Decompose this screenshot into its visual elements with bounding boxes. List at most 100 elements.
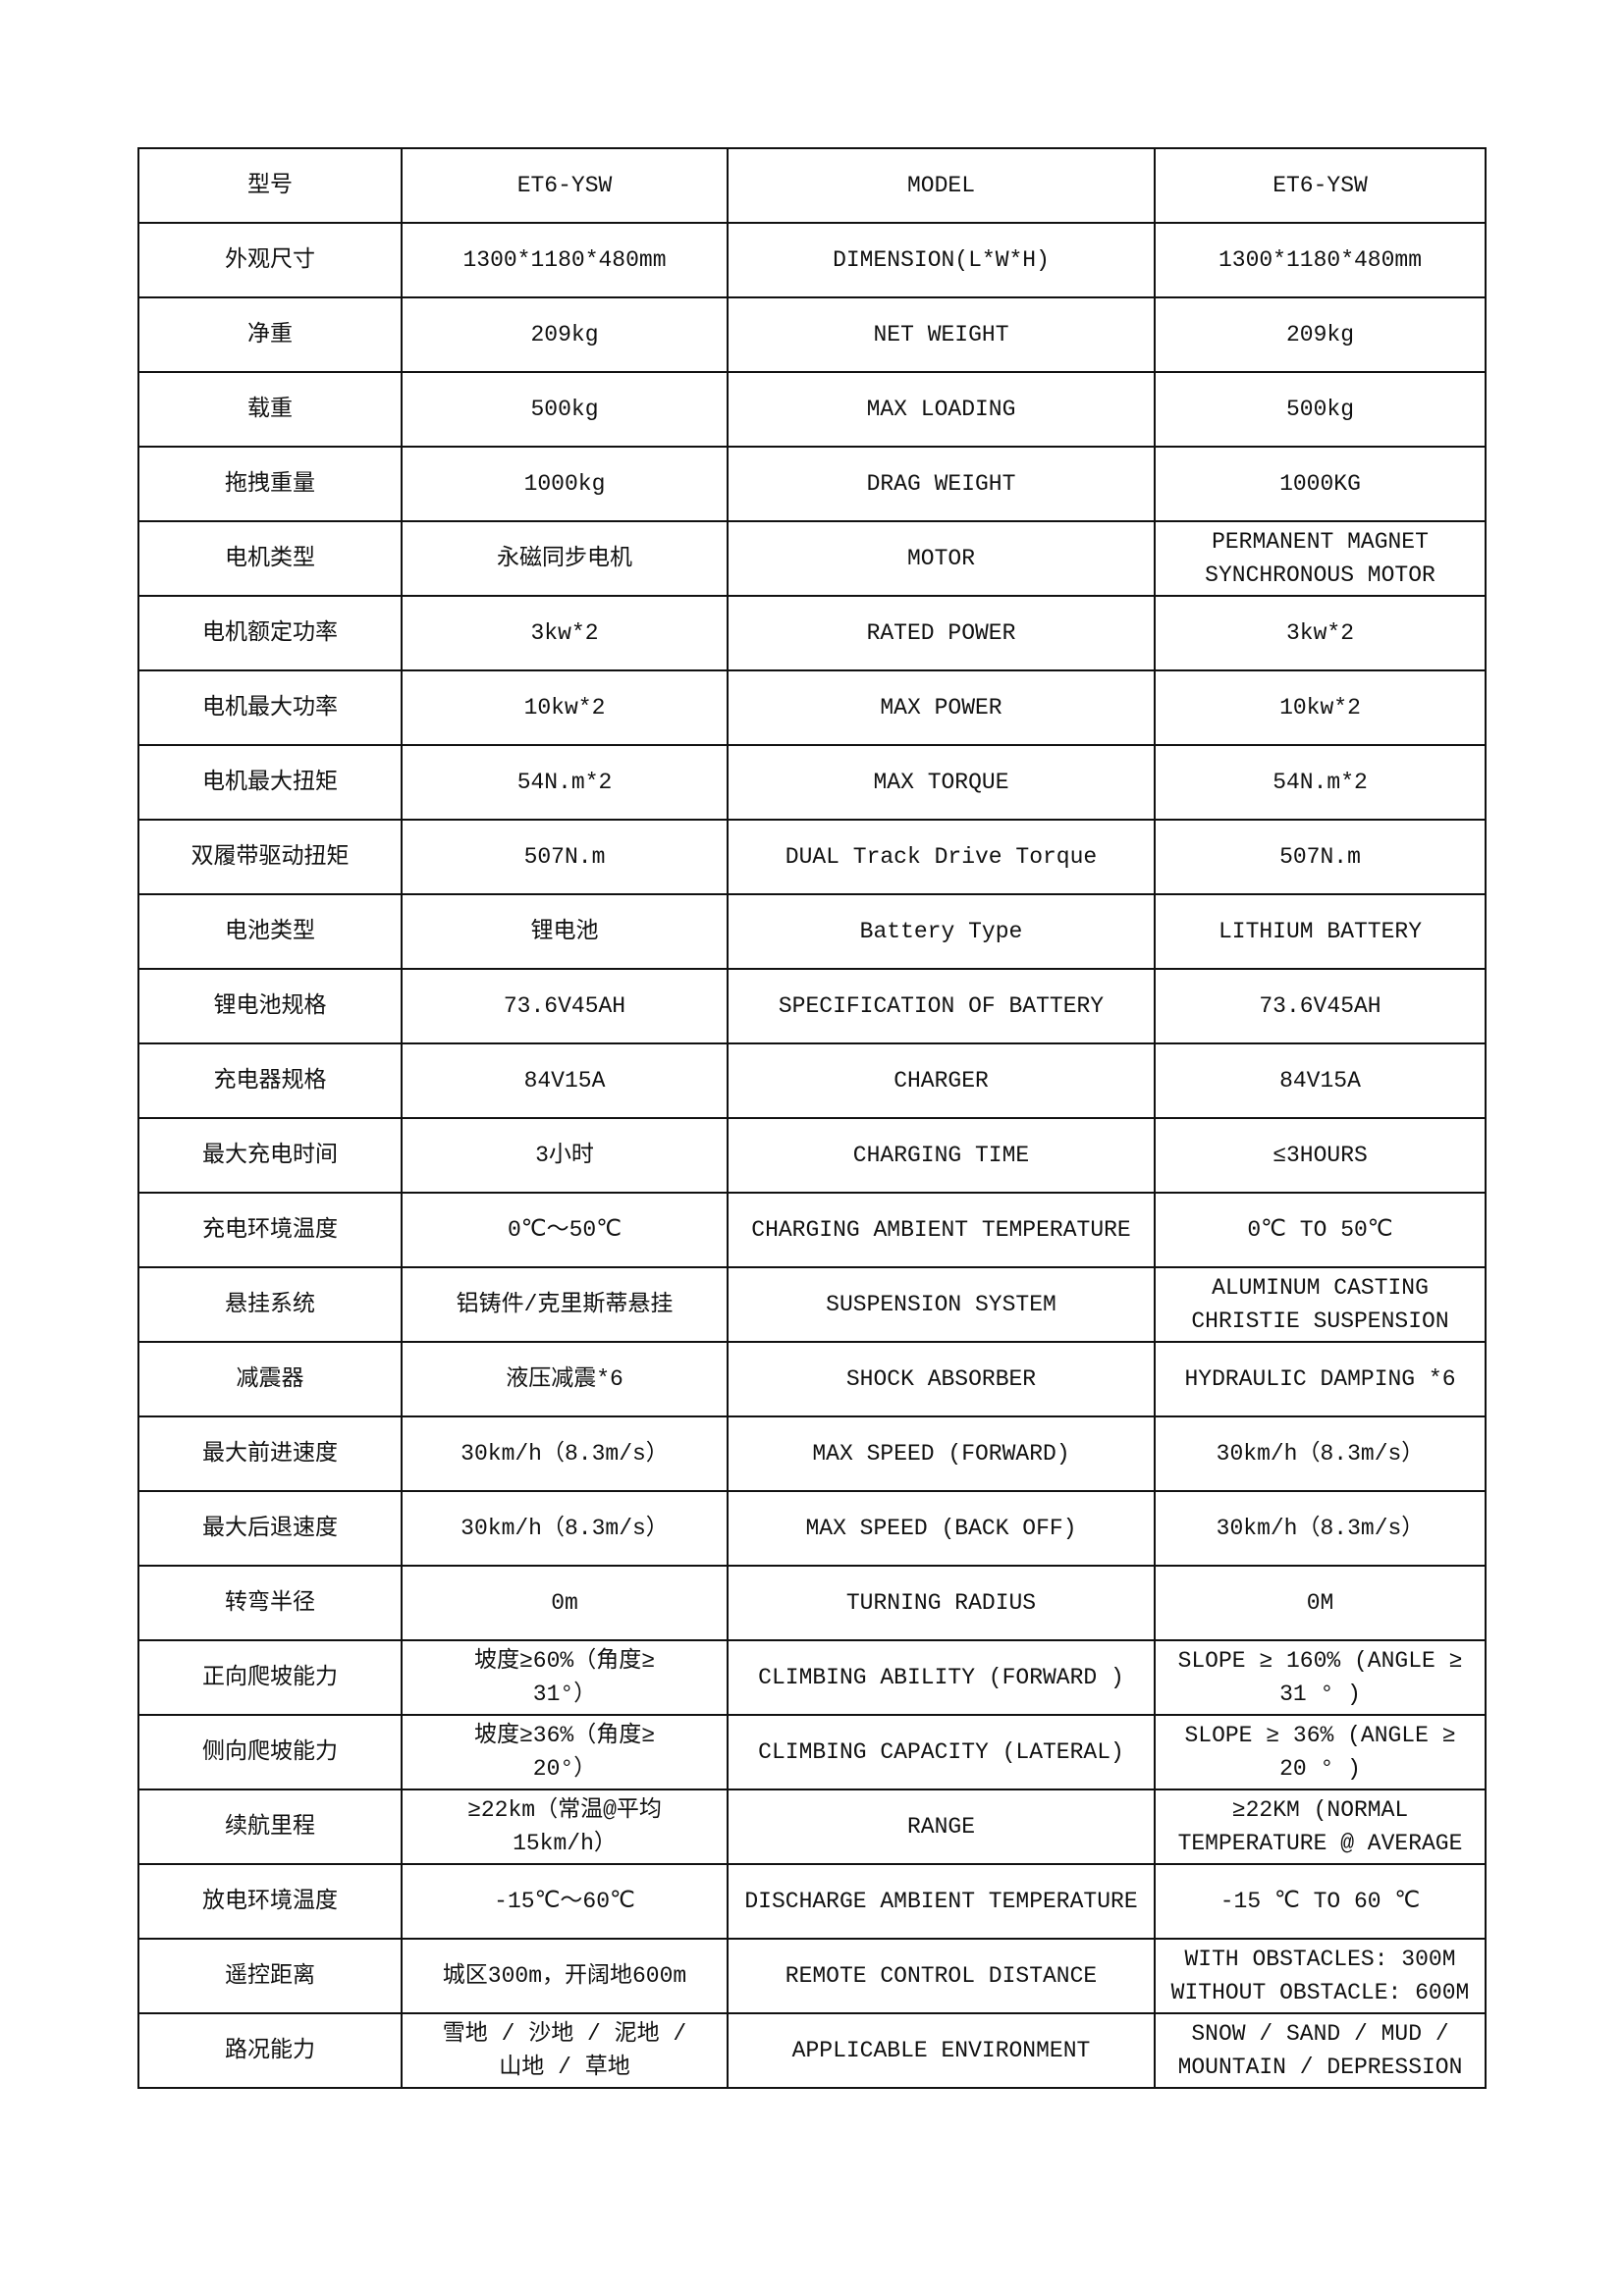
table-row: 放电环境温度 -15℃～60℃ DISCHARGE AMBIENT TEMPERAT… [137, 1863, 1487, 1940]
label-cn: 转弯半径 [137, 1565, 403, 1641]
label-en: MAX SPEED (BACK OFF) [727, 1490, 1156, 1567]
value-en: -15 ℃ TO 60 ℃ [1154, 1863, 1487, 1940]
value-en: 209kg [1154, 296, 1487, 373]
value-cn: 209kg [401, 296, 729, 373]
label-cn: 最大后退速度 [137, 1490, 403, 1567]
value-cn: 73.6V45AH [401, 968, 729, 1044]
label-en: MAX LOADING [727, 371, 1156, 448]
table-row: 电机最大功率 10kw*2 MAX POWER 10kw*2 [137, 669, 1487, 746]
table-row: 电池类型 锂电池 Battery Type LITHIUM BATTERY [137, 893, 1487, 970]
label-en: RANGE [727, 1789, 1156, 1865]
label-cn: 拖拽重量 [137, 446, 403, 522]
value-en: ≥22KM (NORMAL TEMPERATURE @ AVERAGE [1154, 1789, 1487, 1865]
label-cn: 电机类型 [137, 520, 403, 597]
label-en: DISCHARGE AMBIENT TEMPERATURE [727, 1863, 1156, 1940]
label-en: MAX TORQUE [727, 744, 1156, 821]
table-row: 遥控距离 城区300m，开阔地600m REMOTE CONTROL DISTANC… [137, 1938, 1487, 2014]
value-en: 500kg [1154, 371, 1487, 448]
table-row: 悬挂系统 铝铸件/克里斯蒂悬挂 SUSPENSION SYSTEM ALUMINUM … [137, 1266, 1487, 1343]
value-en: SLOPE ≥ 36% (ANGLE ≥ 20 ° ) [1154, 1714, 1487, 1790]
table-row: 型号 ET6-YSW MODEL ET6-YSW [137, 147, 1487, 224]
label-cn: 减震器 [137, 1341, 403, 1417]
value-en: 1300*1180*480mm [1154, 222, 1487, 298]
label-en: SUSPENSION SYSTEM [727, 1266, 1156, 1343]
value-cn: 永磁同步电机 [401, 520, 729, 597]
value-cn: 10kw*2 [401, 669, 729, 746]
table-body: 型号 ET6-YSW MODEL ET6-YSW 外观尺寸 1300*1180*480mm… [137, 147, 1487, 2089]
table-row: 充电环境温度 0℃～50℃ CHARGING AMBIENT TEMPERATURE… [137, 1192, 1487, 1268]
label-cn: 载重 [137, 371, 403, 448]
label-cn: 型号 [137, 147, 403, 224]
table-row: 电机额定功率 3kw*2 RATED POWER 3kw*2 [137, 595, 1487, 671]
value-cn: 城区300m，开阔地600m [401, 1938, 729, 2014]
table-row: 外观尺寸 1300*1180*480mm DIMENSION(L*W*H) 1300*… [137, 222, 1487, 298]
label-cn: 双履带驱动扭矩 [137, 819, 403, 895]
value-cn: 坡度≥36%（角度≥ 20°） [401, 1714, 729, 1790]
table-row: 拖拽重量 1000kg DRAG WEIGHT 1000KG [137, 446, 1487, 522]
label-cn: 电池类型 [137, 893, 403, 970]
label-cn: 路况能力 [137, 2012, 403, 2089]
label-en: APPLICABLE ENVIRONMENT [727, 2012, 1156, 2089]
value-en: 73.6V45AH [1154, 968, 1487, 1044]
value-cn: 液压减震*6 [401, 1341, 729, 1417]
label-en: SHOCK ABSORBER [727, 1341, 1156, 1417]
value-en: 3kw*2 [1154, 595, 1487, 671]
label-en: DIMENSION(L*W*H) [727, 222, 1156, 298]
label-cn: 放电环境温度 [137, 1863, 403, 1940]
value-cn: 507N.m [401, 819, 729, 895]
table-row: 减震器 液压减震*6 SHOCK ABSORBER HYDRAULIC DAMPING… [137, 1341, 1487, 1417]
label-en: CLIMBING CAPACITY (LATERAL) [727, 1714, 1156, 1790]
table-row: 最大前进速度 30km/h（8.3m/s） MAX SPEED (FORWARD) 3… [137, 1415, 1487, 1492]
value-en: 30km/h（8.3m/s） [1154, 1490, 1487, 1567]
table-row: 转弯半径 0m TURNING RADIUS 0M [137, 1565, 1487, 1641]
value-cn: 84V15A [401, 1042, 729, 1119]
table-row: 锂电池规格 73.6V45AH SPECIFICATION OF BATTERY 73… [137, 968, 1487, 1044]
table-row: 路况能力 雪地 / 沙地 / 泥地 / 山地 / 草地 APPLICABLE ENV… [137, 2012, 1487, 2089]
label-cn: 最大充电时间 [137, 1117, 403, 1194]
value-cn: 30km/h（8.3m/s） [401, 1490, 729, 1567]
label-en: Battery Type [727, 893, 1156, 970]
value-cn: 500kg [401, 371, 729, 448]
value-en: ALUMINUM CASTING CHRISTIE SUSPENSION [1154, 1266, 1487, 1343]
label-cn: 锂电池规格 [137, 968, 403, 1044]
label-en: TURNING RADIUS [727, 1565, 1156, 1641]
table-row: 电机最大扭矩 54N.m*2 MAX TORQUE 54N.m*2 [137, 744, 1487, 821]
value-cn: 1300*1180*480mm [401, 222, 729, 298]
label-cn: 正向爬坡能力 [137, 1639, 403, 1716]
value-cn: 54N.m*2 [401, 744, 729, 821]
label-cn: 侧向爬坡能力 [137, 1714, 403, 1790]
value-cn: ET6-YSW [401, 147, 729, 224]
label-en: NET WEIGHT [727, 296, 1156, 373]
label-cn: 悬挂系统 [137, 1266, 403, 1343]
label-en: CHARGER [727, 1042, 1156, 1119]
table-row: 载重 500kg MAX LOADING 500kg [137, 371, 1487, 448]
label-en: MAX POWER [727, 669, 1156, 746]
value-en: 0M [1154, 1565, 1487, 1641]
label-cn: 续航里程 [137, 1789, 403, 1865]
label-cn: 遥控距离 [137, 1938, 403, 2014]
label-en: MOTOR [727, 520, 1156, 597]
value-en: ET6-YSW [1154, 147, 1487, 224]
value-cn: 锂电池 [401, 893, 729, 970]
value-cn: 坡度≥60%（角度≥ 31°） [401, 1639, 729, 1716]
value-en: PERMANENT MAGNET SYNCHRONOUS MOTOR [1154, 520, 1487, 597]
label-en: MODEL [727, 147, 1156, 224]
value-en: 84V15A [1154, 1042, 1487, 1119]
value-cn: 雪地 / 沙地 / 泥地 / 山地 / 草地 [401, 2012, 729, 2089]
value-en: SNOW / SAND / MUD / MOUNTAIN / DEPRESSIO… [1154, 2012, 1487, 2089]
table-row: 续航里程 ≥22km（常温@平均 15km/h） RANGE ≥22KM (NORMA… [137, 1789, 1487, 1865]
label-en: REMOTE CONTROL DISTANCE [727, 1938, 1156, 2014]
label-en: CLIMBING ABILITY (FORWARD ) [727, 1639, 1156, 1716]
label-cn: 净重 [137, 296, 403, 373]
label-en: CHARGING TIME [727, 1117, 1156, 1194]
value-en: 507N.m [1154, 819, 1487, 895]
label-cn: 电机最大功率 [137, 669, 403, 746]
value-cn: 铝铸件/克里斯蒂悬挂 [401, 1266, 729, 1343]
value-en: 10kw*2 [1154, 669, 1487, 746]
table-row: 最大后退速度 30km/h（8.3m/s） MAX SPEED (BACK OFF)… [137, 1490, 1487, 1567]
value-cn: -15℃～60℃ [401, 1863, 729, 1940]
table-row: 电机类型 永磁同步电机 MOTOR PERMANENT MAGNET SYNCHRON… [137, 520, 1487, 597]
value-en: 0℃ TO 50℃ [1154, 1192, 1487, 1268]
value-cn: 0℃～50℃ [401, 1192, 729, 1268]
